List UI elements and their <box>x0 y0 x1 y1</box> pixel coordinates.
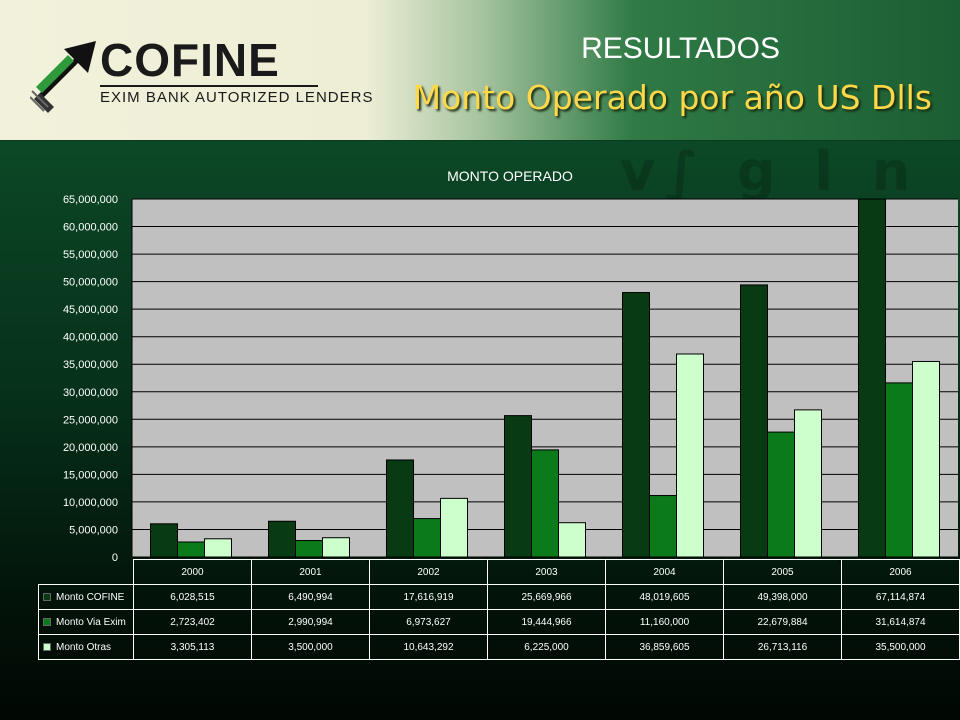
y-tick-label: 65,000,000 <box>63 194 118 206</box>
table-cell: 6,490,994 <box>251 584 370 610</box>
table-row: Monto Otras 3,305,113 3,500,000 10,643,2… <box>38 634 960 660</box>
table-header-cell: 2006 <box>841 559 960 585</box>
table-cell: 6,973,627 <box>369 609 488 635</box>
table-cell: 36,859,605 <box>605 634 724 660</box>
y-tick-label: 55,000,000 <box>63 249 118 261</box>
table-header-cell: 2001 <box>251 559 370 585</box>
legend-swatch <box>43 592 51 601</box>
bar <box>177 541 205 558</box>
y-tick-label: 5,000,000 <box>69 524 118 536</box>
y-tick-label: 0 <box>112 552 118 564</box>
legend-label: Monto Otras <box>56 641 112 653</box>
legend-cell: Monto COFINE <box>38 584 134 610</box>
table-header-cell: 2005 <box>723 559 842 585</box>
bar <box>740 284 768 558</box>
bar <box>440 497 468 558</box>
table-row: Monto Via Exim 2,723,402 2,990,994 6,973… <box>38 609 960 635</box>
table-cell: 25,669,966 <box>487 584 606 610</box>
legend-cell: Monto Via Exim <box>38 609 134 635</box>
table-header-cell: 2004 <box>605 559 724 585</box>
table-cell: 3,305,113 <box>133 634 252 660</box>
y-tick-label: 35,000,000 <box>63 359 118 371</box>
y-tick-label: 25,000,000 <box>63 414 118 426</box>
table-cell: 2,723,402 <box>133 609 252 635</box>
bar <box>794 409 822 558</box>
bar <box>295 540 323 558</box>
bar <box>322 537 350 558</box>
bar <box>885 382 913 558</box>
bar <box>767 431 795 558</box>
bar <box>204 538 232 558</box>
table-cell: 6,028,515 <box>133 584 252 610</box>
table-cell: 3,500,000 <box>251 634 370 660</box>
bar <box>676 353 704 558</box>
y-tick-label: 20,000,000 <box>63 442 118 454</box>
y-tick-label: 45,000,000 <box>63 304 118 316</box>
table-cell: 26,713,116 <box>723 634 842 660</box>
table-cell: 6,225,000 <box>487 634 606 660</box>
legend-label: Monto COFINE <box>56 591 125 603</box>
legend-label: Monto Via Exim <box>56 616 126 628</box>
logo-tagline: EXIM BANK AUTORIZED LENDERS <box>100 89 374 106</box>
table-row: Monto COFINE 6,028,515 6,490,994 17,616,… <box>38 584 960 610</box>
table-cell: 31,614,874 <box>841 609 960 635</box>
table-cell: 35,500,000 <box>841 634 960 660</box>
bar <box>858 198 886 558</box>
bar <box>558 522 586 558</box>
bar <box>912 360 940 558</box>
table-cell: 11,160,000 <box>605 609 724 635</box>
cofine-logo: COFINE EXIM BANK AUTORIZED LENDERS <box>30 34 372 115</box>
table-header-cell: 2000 <box>133 559 252 585</box>
table-cell: 17,616,919 <box>369 584 488 610</box>
bar <box>413 518 441 558</box>
y-tick-label: 60,000,000 <box>63 222 118 234</box>
bar <box>531 449 559 558</box>
table-cell: 67,114,874 <box>841 584 960 610</box>
bar <box>268 520 296 558</box>
legend-swatch <box>43 642 51 651</box>
legend-cell: Monto Otras <box>38 634 134 660</box>
table-cell: 49,398,000 <box>723 584 842 610</box>
logo-wordmark: COFINE <box>100 34 280 86</box>
bar <box>386 459 414 558</box>
table-header-cell: 2003 <box>487 559 606 585</box>
y-tick-label: 40,000,000 <box>63 332 118 344</box>
table-cell: 22,679,884 <box>723 609 842 635</box>
table-header-cell: 2002 <box>369 559 488 585</box>
chart-title: MONTO OPERADO <box>447 168 573 184</box>
background-watermark: v∫ g l n <box>620 140 921 200</box>
bar <box>649 495 677 558</box>
y-tick-label: 15,000,000 <box>63 469 118 481</box>
slide-header: COFINE EXIM BANK AUTORIZED LENDERS RESUL… <box>0 0 960 141</box>
legend-swatch <box>43 617 51 626</box>
bar <box>622 292 650 558</box>
table-cell: 19,444,966 <box>487 609 606 635</box>
arrow-logo-icon <box>30 41 96 113</box>
y-tick-label: 30,000,000 <box>63 387 118 399</box>
table-cell: 2,990,994 <box>251 609 370 635</box>
y-tick-label: 10,000,000 <box>63 497 118 509</box>
bar <box>504 415 532 558</box>
table-header-row: 2000 2001 2002 2003 2004 2005 2006 <box>38 559 960 585</box>
slide-subtitle: Monto Operado por año US Dlls <box>412 78 932 117</box>
bar <box>150 523 178 558</box>
logo-divider <box>100 85 318 87</box>
table-cell: 48,019,605 <box>605 584 724 610</box>
slide-title: RESULTADOS <box>581 32 780 65</box>
table-corner <box>38 559 134 585</box>
table-cell: 10,643,292 <box>369 634 488 660</box>
data-table: 2000 2001 2002 2003 2004 2005 2006 Monto… <box>38 559 960 660</box>
y-tick-label: 50,000,000 <box>63 277 118 289</box>
